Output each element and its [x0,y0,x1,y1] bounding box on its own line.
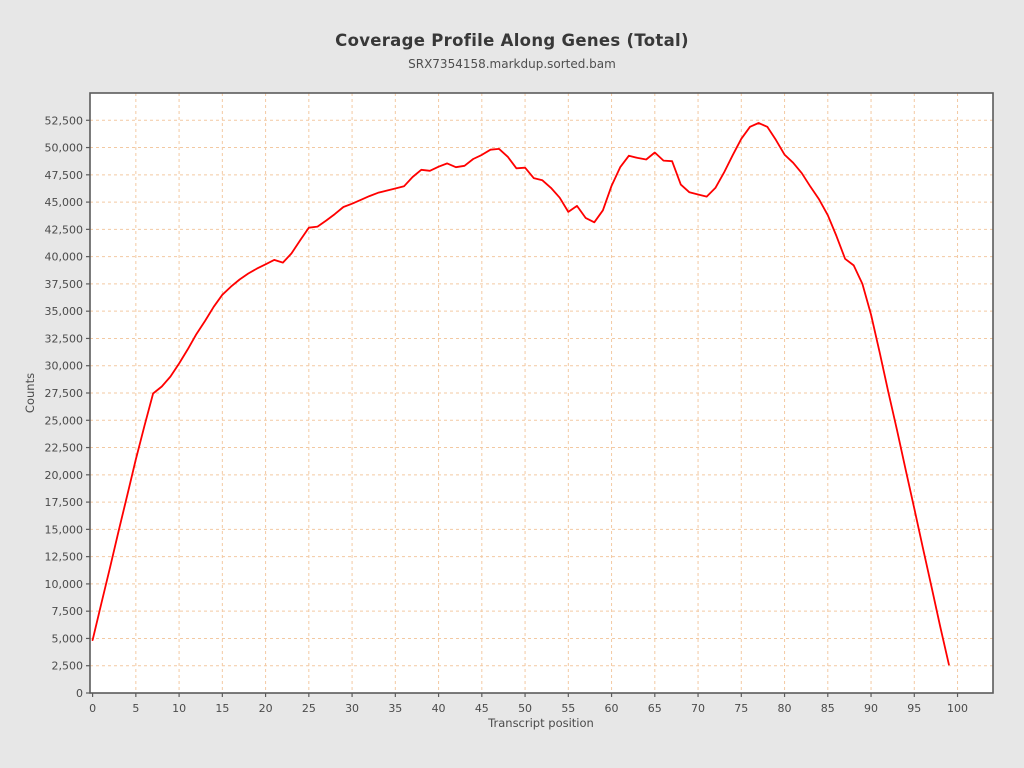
y-tick-label: 32,500 [45,332,84,345]
x-tick-label: 40 [432,702,446,715]
y-tick-label: 52,500 [45,114,84,127]
y-tick-label: 50,000 [45,142,84,155]
x-tick-label: 15 [215,702,229,715]
x-tick-label: 25 [302,702,316,715]
coverage-line [91,122,950,666]
x-tick-label: 0 [89,702,96,715]
y-tick-label: 15,000 [45,523,84,536]
x-axis-label: Transcript position [487,716,594,730]
chart-title: Coverage Profile Along Genes (Total) [335,31,689,50]
series-lines [91,122,950,666]
y-tick-label: 42,500 [45,223,84,236]
y-axis-label: Counts [23,373,37,413]
x-tick-label: 85 [821,702,835,715]
y-tick-label: 40,000 [45,251,84,264]
x-tick-labels: 0 5 10 15 20 25 30 35 40 45 50 55 60 65 70 75 80 85 90 95 10… [89,702,968,715]
y-tick-label: 5,000 [52,632,84,645]
x-tick-label: 100 [947,702,968,715]
y-tick-label: 7,500 [52,605,84,618]
tick-marks [86,119,959,697]
plot-generated-layers: 0 5 10 15 20 25 30 35 40 45 50 55 60 65 70 75 80 85 90 95 10… [45,92,994,715]
x-tick-label: 10 [172,702,186,715]
y-tick-label: 22,500 [45,442,84,455]
x-tick-label: 90 [864,702,878,715]
y-tick-label: 35,000 [45,305,84,318]
y-tick-label: 30,000 [45,360,84,373]
x-tick-label: 35 [388,702,402,715]
y-tick-label: 0 [76,687,83,700]
y-tick-label: 17,500 [45,496,84,509]
x-tick-label: 70 [691,702,705,715]
x-tick-label: 65 [648,702,662,715]
x-tick-label: 45 [475,702,489,715]
x-tick-label: 50 [518,702,532,715]
x-tick-label: 75 [734,702,748,715]
y-tick-label: 25,000 [45,414,84,427]
x-tick-label: 95 [907,702,921,715]
x-tick-label: 80 [778,702,792,715]
y-tick-label: 20,000 [45,469,84,482]
x-tick-label: 60 [605,702,619,715]
y-tick-labels: 0 2,500 5,000 7,500 10,000 12,500 15,000 17,500… [45,114,84,700]
x-tick-label: 5 [132,702,139,715]
x-tick-label: 55 [561,702,575,715]
gridlines [90,93,993,693]
x-tick-label: 30 [345,702,359,715]
y-tick-label: 47,500 [45,169,84,182]
y-tick-label: 45,000 [45,196,84,209]
y-tick-label: 37,500 [45,278,84,291]
y-tick-label: 10,000 [45,578,84,591]
chart-subtitle: SRX7354158.markdup.sorted.bam [408,57,616,71]
y-tick-label: 2,500 [52,660,84,673]
y-tick-label: 27,500 [45,387,84,400]
y-tick-label: 12,500 [45,551,84,564]
x-tick-label: 20 [259,702,273,715]
